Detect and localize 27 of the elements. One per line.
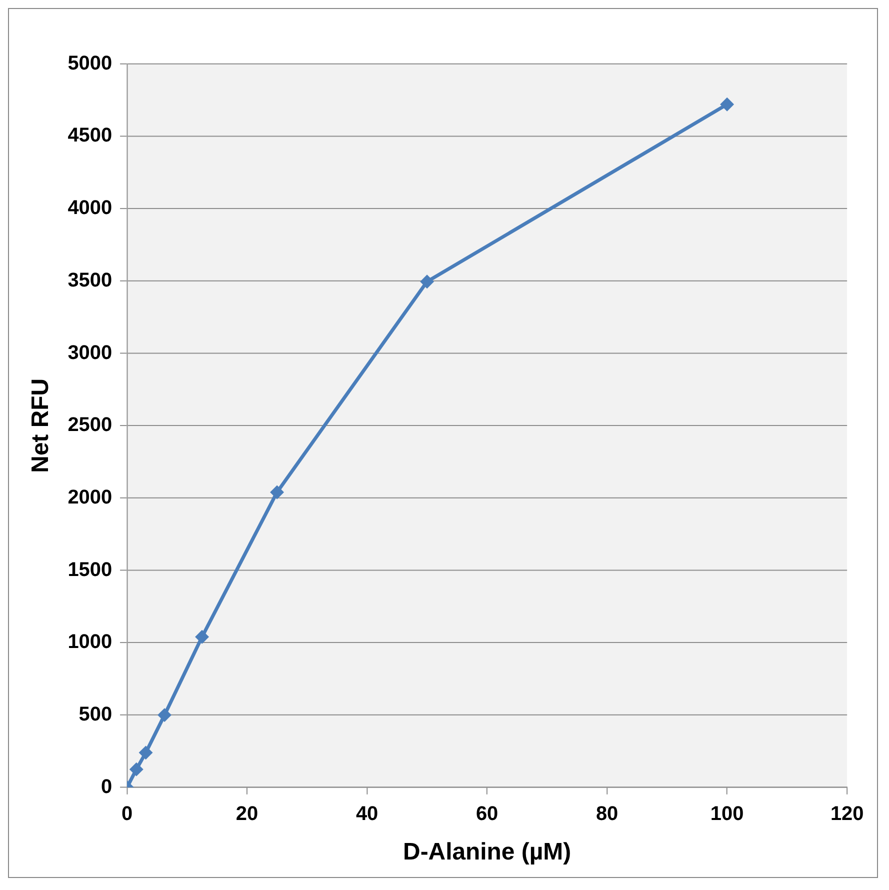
y-tick-label: 3500 bbox=[68, 269, 112, 292]
y-tick-label: 4500 bbox=[68, 124, 112, 147]
y-tick-label: 5000 bbox=[68, 52, 112, 74]
point bbox=[270, 485, 284, 500]
y-axis-title: Net RFU bbox=[26, 378, 54, 473]
y-tick-label: 3000 bbox=[68, 342, 112, 364]
x-tick-label: 120 bbox=[830, 802, 864, 825]
y-tick-label: 2500 bbox=[68, 414, 112, 436]
point bbox=[158, 708, 172, 722]
point bbox=[129, 762, 144, 776]
point bbox=[720, 97, 734, 112]
x-tick-label: 60 bbox=[476, 802, 498, 825]
y-tick-label: 1500 bbox=[68, 558, 112, 581]
x-tick-label: 80 bbox=[596, 802, 618, 825]
y-tick-label: 4000 bbox=[68, 197, 112, 220]
point bbox=[138, 746, 153, 760]
y-tick-label: 1000 bbox=[68, 631, 112, 654]
x-tick-label: 40 bbox=[356, 802, 378, 825]
x-axis-title: D-Alanine (µM) bbox=[403, 838, 572, 866]
y-tick-label: 500 bbox=[78, 704, 112, 726]
point bbox=[195, 630, 210, 644]
point bbox=[420, 274, 434, 289]
y-tick-label: 2000 bbox=[68, 486, 112, 508]
x-tick-label: 0 bbox=[121, 802, 133, 825]
y-tick-label: 0 bbox=[100, 776, 112, 798]
x-tick-label: 100 bbox=[710, 802, 744, 825]
x-tick-label: 20 bbox=[236, 802, 258, 825]
